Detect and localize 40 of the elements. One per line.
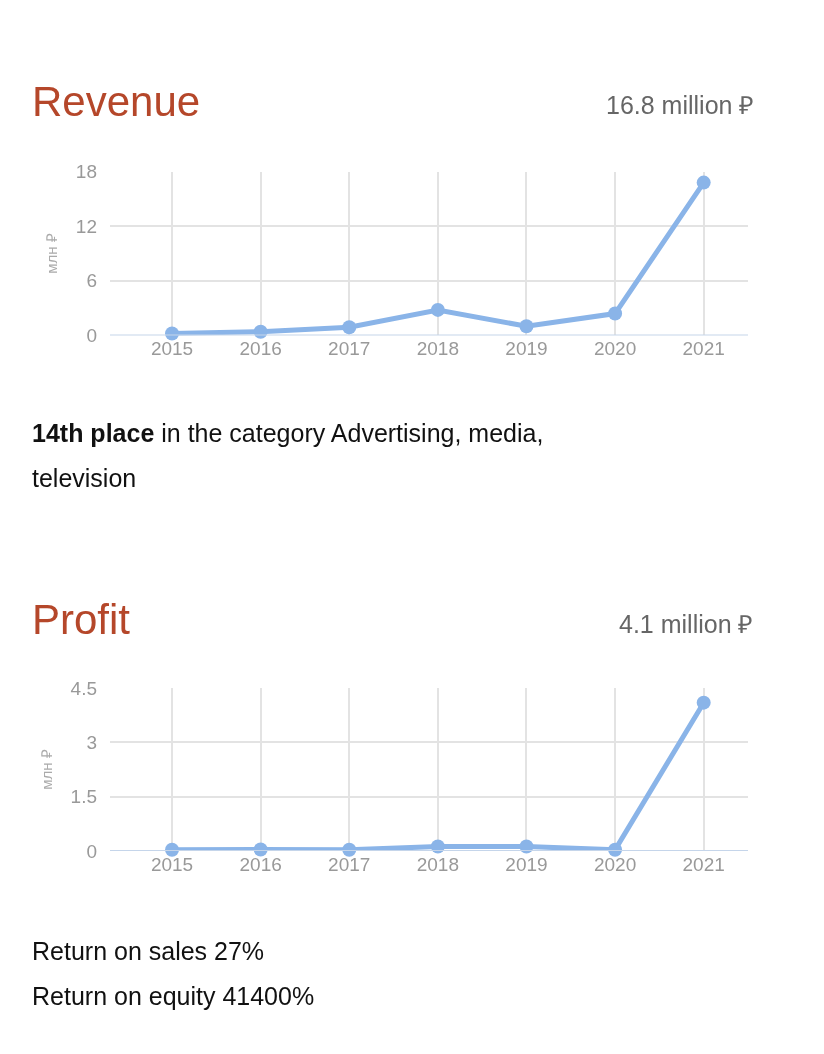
y-tick-label: 18 bbox=[75, 161, 97, 183]
x-tick-label: 2020 bbox=[593, 338, 637, 360]
y-tick-label: 0 bbox=[86, 840, 97, 862]
y-tick-label: 1.5 bbox=[70, 786, 97, 808]
x-tick-label: 2015 bbox=[150, 338, 194, 360]
point bbox=[696, 175, 711, 190]
text: 14th place bbox=[32, 419, 155, 447]
y-tick-label: 4.5 bbox=[70, 677, 97, 699]
text: Return on sales 27% bbox=[32, 937, 265, 965]
x-tick-label: 2019 bbox=[505, 853, 548, 875]
chart-subtitle: 16.8 million ₽ bbox=[606, 91, 755, 119]
y-tick-label: 0 bbox=[86, 325, 97, 347]
point bbox=[608, 306, 623, 321]
y-tick-label: 6 bbox=[86, 270, 97, 292]
point bbox=[165, 842, 180, 857]
x-tick-label: 2021 bbox=[682, 853, 725, 875]
point bbox=[696, 695, 711, 710]
x-tick-label: 2016 bbox=[239, 338, 282, 360]
point bbox=[519, 319, 534, 334]
x-tick-label: 2017 bbox=[328, 853, 371, 875]
point bbox=[342, 320, 357, 335]
point bbox=[608, 842, 623, 857]
chart-subtitle: 4.1 million ₽ bbox=[619, 610, 754, 638]
chart-title: Profit bbox=[32, 596, 131, 643]
point bbox=[430, 302, 445, 317]
x-tick-label: 2019 bbox=[505, 338, 548, 360]
x-tick-label: 2018 bbox=[416, 338, 459, 360]
text: Return on equity 41400% bbox=[32, 982, 315, 1010]
y-tick-label: 3 bbox=[86, 732, 97, 754]
x-tick-label: 2021 bbox=[682, 338, 725, 360]
y-axis-title: млн ₽ bbox=[43, 233, 61, 274]
chart-title: Revenue bbox=[32, 78, 201, 125]
x-tick-label: 2018 bbox=[416, 853, 459, 875]
x-tick-label: 2017 bbox=[328, 338, 371, 360]
y-tick-label: 12 bbox=[75, 215, 97, 237]
x-tick-label: 2016 bbox=[239, 853, 282, 875]
x-tick-label: 2020 bbox=[593, 853, 637, 875]
y-axis-title: млн ₽ bbox=[37, 749, 55, 790]
x-tick-label: 2015 bbox=[150, 853, 194, 875]
point bbox=[342, 842, 357, 857]
